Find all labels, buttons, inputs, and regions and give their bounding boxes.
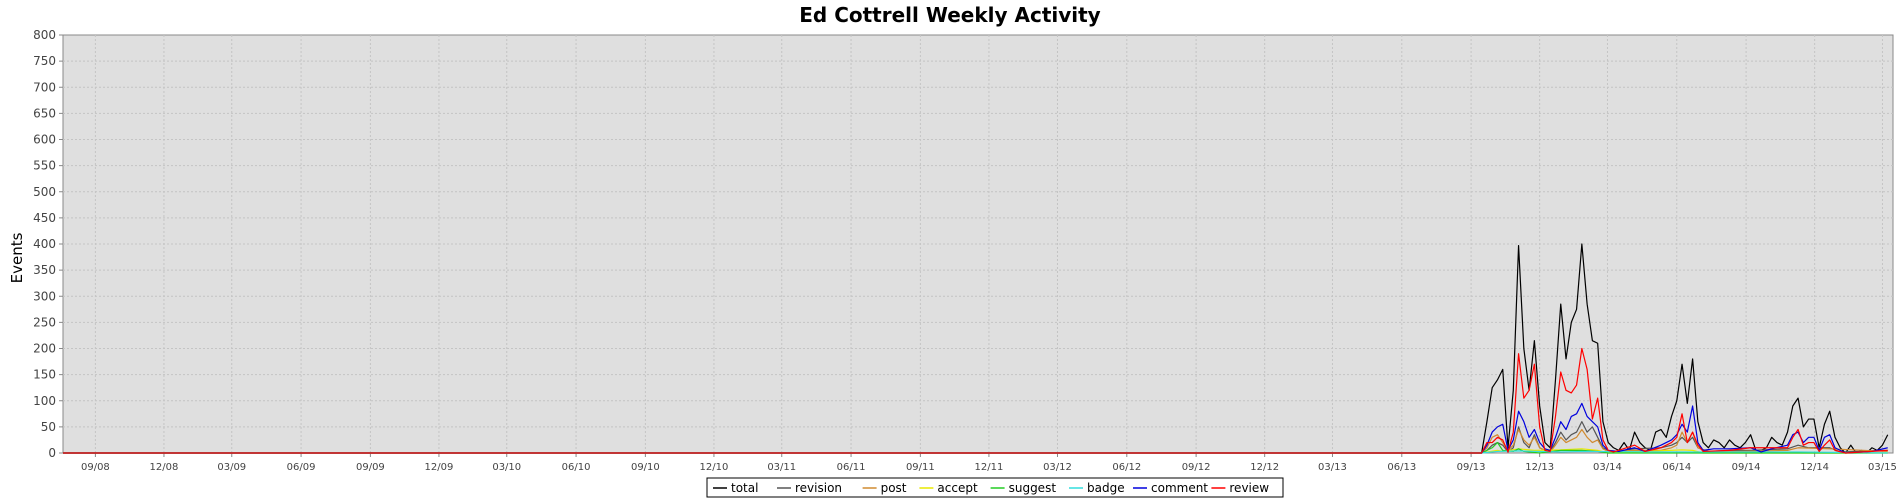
x-tick-label: 12/09 [425, 462, 454, 473]
y-tick-label: 250 [33, 315, 56, 329]
x-axis-ticks: 09/08 12/08 03/09 06/09 09/09 12/09 03/10 06/10… [81, 453, 1897, 473]
y-tick-label: 50 [41, 420, 56, 434]
y-tick-label: 100 [33, 394, 56, 408]
legend-label-badge: badge [1087, 481, 1125, 495]
y-tick-label: 450 [33, 211, 56, 225]
y-tick-label: 600 [33, 133, 56, 147]
series-line-comment [63, 402, 1888, 454]
legend-label-total: total [731, 481, 758, 495]
y-tick-label: 400 [33, 237, 56, 251]
x-tick-label: 06/09 [287, 462, 316, 473]
x-tick-label: 09/12 [1182, 462, 1211, 473]
series-lines [63, 243, 1889, 454]
x-tick-label: 03/13 [1318, 462, 1347, 473]
x-tick-label: 12/14 [1800, 462, 1829, 473]
x-tick-label: 09/09 [356, 462, 385, 473]
x-tick-label: 12/13 [1525, 462, 1554, 473]
y-tick-label: 650 [33, 106, 56, 120]
y-tick-label: 350 [33, 263, 56, 277]
x-tick-label: 06/14 [1662, 462, 1691, 473]
series-line-review [63, 347, 1888, 454]
y-axis-label: Events [8, 232, 26, 283]
legend-label-post: post [881, 481, 907, 495]
legend-label-review: review [1229, 481, 1269, 495]
y-tick-label: 500 [33, 185, 56, 199]
chart-title: Ed Cottrell Weekly Activity [799, 3, 1100, 27]
x-tick-label: 03/15 [1868, 462, 1897, 473]
y-tick-label: 750 [33, 54, 56, 68]
x-tick-label: 03/11 [767, 462, 796, 473]
x-tick-label: 12/12 [1250, 462, 1279, 473]
legend-label-suggest: suggest [1009, 481, 1057, 495]
x-tick-label: 06/11 [837, 462, 866, 473]
y-tick-label: 300 [33, 289, 56, 303]
grid-lines [63, 35, 1893, 453]
x-tick-label: 09/10 [631, 462, 660, 473]
series-line-badge [63, 450, 1888, 454]
series-line-accept [63, 448, 1888, 454]
x-tick-label: 06/13 [1387, 462, 1416, 473]
x-tick-label: 12/11 [975, 462, 1004, 473]
legend: total revision post accept suggest badge comme… [706, 477, 1284, 498]
y-tick-label: 200 [33, 342, 56, 356]
x-tick-label: 03/10 [492, 462, 521, 473]
legend-label-accept: accept [937, 481, 978, 495]
legend-label-comment: comment [1151, 481, 1208, 495]
x-tick-label: 09/08 [81, 462, 110, 473]
x-tick-label: 09/11 [906, 462, 935, 473]
legend-label-revision: revision [795, 481, 842, 495]
y-tick-label: 700 [33, 80, 56, 94]
y-axis-ticks: 0 50 100 150 200 250 300 350 400 450 500 550 600 650 7… [33, 28, 63, 460]
series-line-total [63, 243, 1889, 454]
y-tick-label: 0 [48, 446, 56, 460]
x-tick-label: 03/12 [1043, 462, 1072, 473]
plot-area [62, 34, 1894, 454]
x-tick-label: 03/14 [1593, 462, 1622, 473]
y-tick-label: 550 [33, 159, 56, 173]
x-tick-label: 03/09 [217, 462, 246, 473]
x-tick-label: 06/10 [562, 462, 591, 473]
x-tick-label: 06/12 [1112, 462, 1141, 473]
y-tick-label: 800 [33, 28, 56, 42]
x-tick-label: 09/13 [1457, 462, 1486, 473]
x-tick-label: 12/08 [150, 462, 179, 473]
x-tick-label: 12/10 [700, 462, 729, 473]
x-tick-label: 09/14 [1732, 462, 1761, 473]
y-tick-label: 150 [33, 368, 56, 382]
